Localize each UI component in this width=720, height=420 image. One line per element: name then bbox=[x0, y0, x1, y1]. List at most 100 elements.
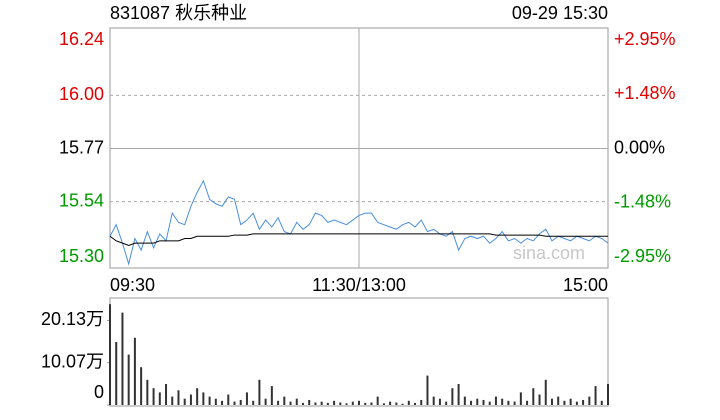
volume-bar bbox=[482, 399, 485, 405]
volume-bar bbox=[345, 403, 348, 405]
volume-bar bbox=[183, 398, 186, 405]
volume-bar bbox=[233, 401, 236, 405]
y-tick-label: 10.07万 bbox=[41, 351, 104, 371]
volume-bar bbox=[364, 402, 367, 405]
volume-bar bbox=[426, 375, 429, 405]
volume-bar bbox=[270, 386, 273, 405]
volume-bar bbox=[189, 394, 192, 405]
volume-bar bbox=[575, 401, 578, 405]
volume-bar bbox=[301, 402, 304, 405]
volume-bar bbox=[376, 396, 379, 405]
volume-bar bbox=[339, 402, 342, 405]
volume-bar bbox=[563, 400, 566, 405]
volume-bar bbox=[146, 379, 149, 405]
volume-bar bbox=[582, 399, 585, 405]
volume-bar bbox=[488, 401, 491, 405]
volume-bar bbox=[382, 403, 385, 405]
volume-bar bbox=[414, 402, 417, 405]
x-tick-label: 15:00 bbox=[563, 275, 608, 295]
volume-bar bbox=[407, 400, 410, 405]
volume-bar bbox=[569, 398, 572, 405]
volume-bar bbox=[457, 384, 460, 405]
y-tick-label: 20.13万 bbox=[41, 309, 104, 329]
volume-bar bbox=[326, 402, 329, 405]
volume-bar bbox=[351, 401, 354, 405]
volume-bar bbox=[277, 400, 280, 405]
volume-bar bbox=[370, 402, 373, 405]
volume-bar bbox=[519, 392, 522, 405]
volume-bar bbox=[258, 379, 261, 405]
volume-bar bbox=[445, 401, 448, 405]
volume-bar bbox=[494, 396, 497, 405]
volume-bar bbox=[501, 398, 504, 405]
volume-bar bbox=[320, 401, 323, 405]
volume-bar bbox=[208, 396, 211, 405]
volume-bar bbox=[252, 400, 255, 405]
y-tick-label: 15.54 bbox=[59, 190, 104, 210]
volume-bar bbox=[158, 392, 161, 405]
y2-tick-label: -2.95% bbox=[614, 246, 671, 266]
volume-bar bbox=[420, 399, 423, 405]
volume-bar bbox=[140, 367, 143, 405]
volume-bar bbox=[532, 388, 535, 405]
volume-bar bbox=[196, 388, 199, 405]
y2-tick-label: +1.48% bbox=[614, 83, 676, 103]
y-tick-label: 15.77 bbox=[59, 137, 104, 157]
volume-bar bbox=[395, 402, 398, 405]
volume-bar bbox=[283, 396, 286, 405]
volume-bar bbox=[438, 398, 441, 405]
volume-bar bbox=[389, 401, 392, 405]
volume-bar bbox=[152, 388, 155, 405]
volume-bar bbox=[133, 337, 136, 405]
volume-bar bbox=[594, 386, 597, 405]
y2-tick-label: -1.48% bbox=[614, 192, 671, 212]
volume-bar bbox=[202, 392, 205, 405]
volume-bar bbox=[432, 396, 435, 405]
volume-bar bbox=[513, 401, 516, 405]
price-line bbox=[109, 179, 609, 266]
volume-bar bbox=[115, 342, 118, 405]
volume-bar bbox=[214, 398, 217, 405]
volume-bar bbox=[550, 398, 553, 405]
volume-bar bbox=[401, 403, 404, 405]
volume-bar bbox=[463, 396, 466, 405]
volume-bar bbox=[526, 400, 529, 405]
volume-bar bbox=[227, 394, 230, 405]
volume-bar bbox=[544, 379, 547, 405]
y2-tick-label: 0.00% bbox=[614, 137, 665, 157]
y2-tick-label: +2.95% bbox=[614, 29, 676, 49]
watermark: sina.com bbox=[513, 243, 585, 263]
volume-bar bbox=[557, 396, 560, 405]
volume-bar bbox=[308, 399, 311, 405]
volume-bar bbox=[600, 400, 603, 405]
volume-bar bbox=[239, 399, 242, 405]
volume-bar bbox=[221, 400, 224, 405]
volume-bar bbox=[245, 392, 248, 405]
volume-bar bbox=[358, 400, 360, 405]
volume-bar bbox=[538, 394, 541, 405]
volume-bar bbox=[127, 354, 130, 405]
volume-bar bbox=[607, 384, 609, 405]
volume-bar bbox=[264, 398, 267, 405]
volume-bar bbox=[165, 384, 168, 405]
volume-bar bbox=[177, 390, 180, 405]
timestamp: 09-29 15:30 bbox=[512, 3, 608, 23]
volume-bar bbox=[289, 401, 292, 405]
volume-bar bbox=[295, 398, 298, 405]
price-line bbox=[109, 233, 608, 246]
volume-bar bbox=[507, 400, 510, 405]
volume-bar bbox=[470, 400, 473, 405]
volume-bar bbox=[333, 400, 336, 405]
volume-bar bbox=[314, 402, 317, 405]
chart-title: 831087 秋乐种业 bbox=[110, 3, 247, 23]
y-tick-label: 0 bbox=[94, 382, 104, 402]
y-tick-label: 15.30 bbox=[59, 246, 104, 266]
volume-bar bbox=[588, 396, 591, 405]
x-tick-label: 11:30/13:00 bbox=[312, 275, 406, 295]
volume-bar bbox=[451, 388, 454, 405]
y-tick-label: 16.00 bbox=[59, 84, 104, 104]
volume-bar bbox=[171, 396, 174, 405]
volume-bar bbox=[476, 398, 479, 405]
